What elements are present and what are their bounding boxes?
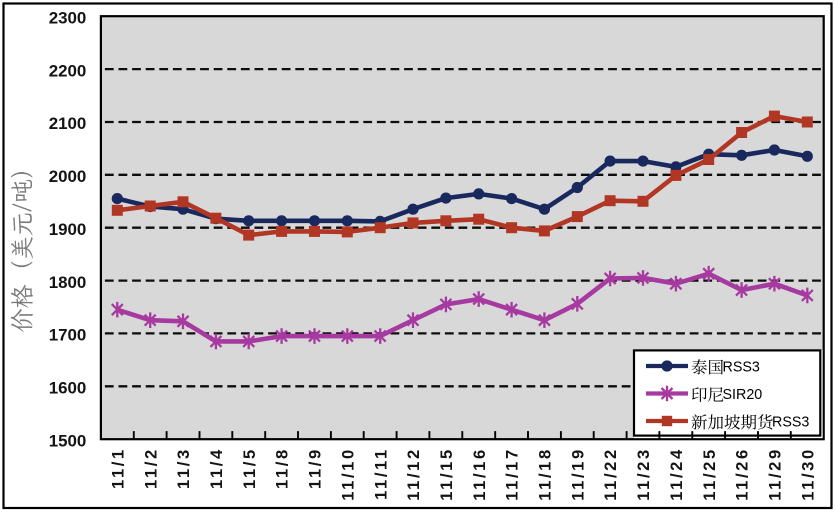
svg-text:11/19: 11/19 — [568, 447, 587, 501]
svg-text:1700: 1700 — [49, 326, 87, 345]
svg-text:11/26: 11/26 — [733, 447, 752, 501]
svg-text:11/9: 11/9 — [306, 447, 325, 489]
svg-text:11/30: 11/30 — [798, 447, 817, 501]
svg-text:2300: 2300 — [49, 8, 87, 27]
svg-text:1500: 1500 — [49, 431, 87, 450]
svg-text:2100: 2100 — [49, 114, 87, 133]
svg-text:11/5: 11/5 — [240, 447, 259, 489]
svg-text:RSS3: RSS3 — [723, 360, 760, 376]
svg-text:11/12: 11/12 — [404, 447, 423, 501]
svg-text:11/17: 11/17 — [503, 447, 522, 501]
svg-text:RSS3: RSS3 — [772, 415, 809, 431]
svg-text:11/23: 11/23 — [634, 447, 653, 501]
svg-text:11/16: 11/16 — [470, 447, 489, 501]
svg-text:11/22: 11/22 — [601, 447, 620, 501]
svg-text:11/11: 11/11 — [371, 447, 390, 500]
svg-text:1600: 1600 — [49, 379, 87, 398]
svg-text:1800: 1800 — [49, 273, 87, 292]
svg-text:11/2: 11/2 — [141, 447, 160, 489]
svg-text:11/18: 11/18 — [536, 447, 555, 501]
svg-text:2000: 2000 — [49, 167, 87, 186]
svg-text:11/1: 11/1 — [108, 447, 127, 489]
svg-text:11/4: 11/4 — [207, 447, 226, 489]
svg-text:2200: 2200 — [49, 61, 87, 80]
svg-text:11/10: 11/10 — [338, 447, 357, 501]
svg-text:11/24: 11/24 — [667, 447, 686, 501]
svg-text:11/29: 11/29 — [766, 447, 785, 501]
svg-text:1900: 1900 — [49, 220, 87, 239]
svg-text:11/3: 11/3 — [174, 447, 193, 489]
svg-text:11/15: 11/15 — [437, 447, 456, 501]
svg-text:SIR20: SIR20 — [723, 387, 763, 403]
svg-text:11/25: 11/25 — [700, 447, 719, 501]
svg-text:11/8: 11/8 — [273, 447, 292, 489]
